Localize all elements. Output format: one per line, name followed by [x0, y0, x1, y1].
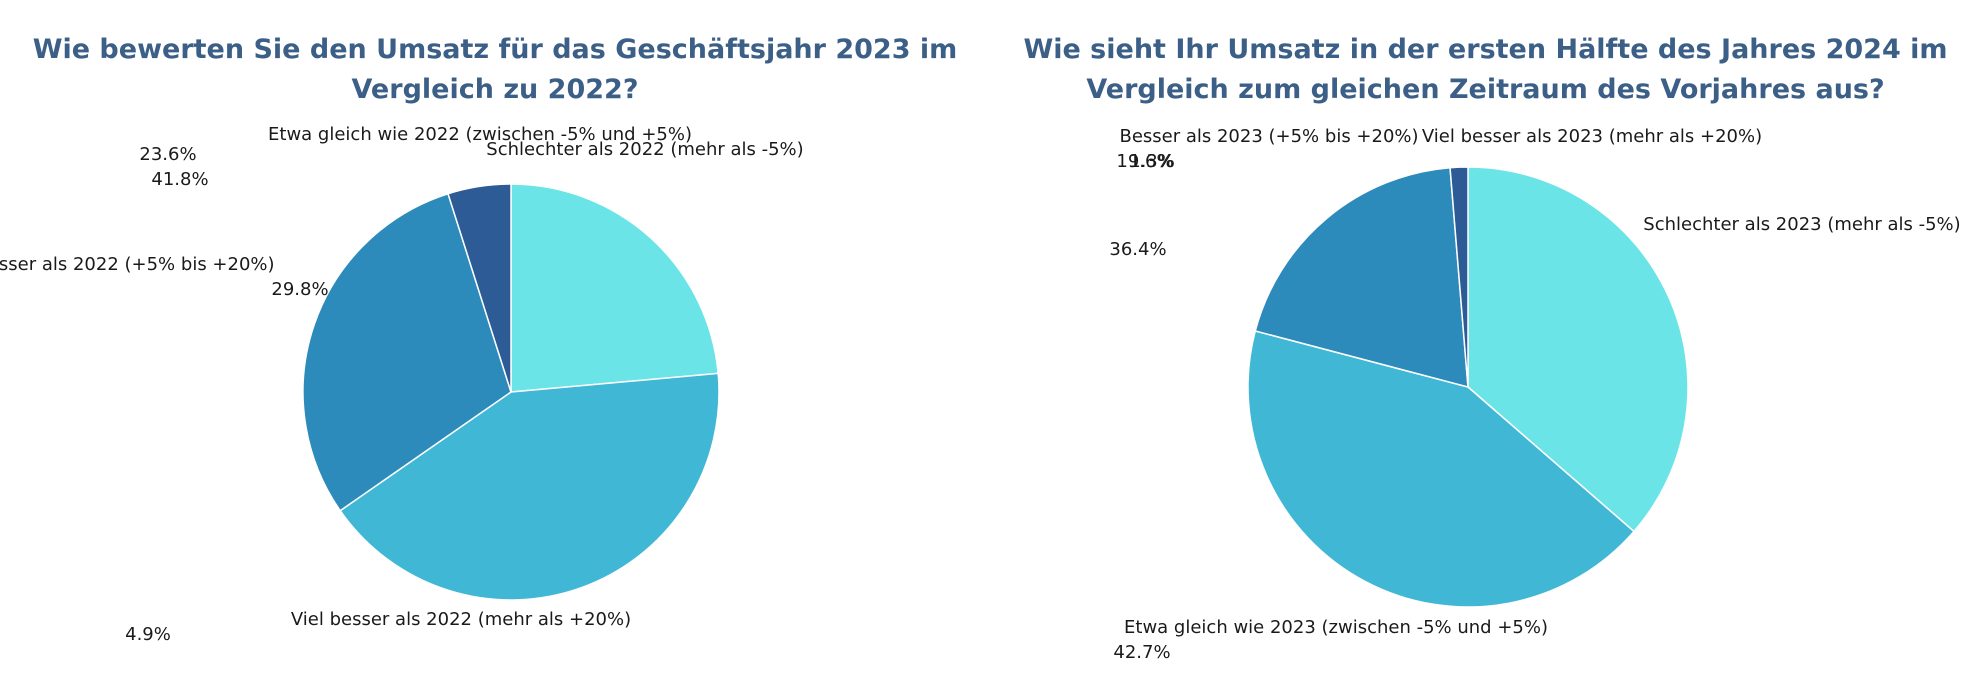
chart-title-line-2: Vergleich zum gleichen Zeitraum des Vorj…: [1086, 74, 1885, 105]
slice-value-label: 1.3%: [1129, 151, 1175, 172]
slice-label: Viel besser als 2023 (mehr als +20%): [1422, 126, 1762, 147]
pie-slice: [1467, 166, 1689, 533]
slice-value-label: 42.7%: [1113, 642, 1170, 663]
pie-chart-2024: Wie sieht Ihr Umsatz in der ersten Hälft…: [990, 0, 1981, 677]
slice-value-label: 23.6%: [139, 144, 196, 165]
slice-value-label: 36.4%: [1109, 239, 1166, 260]
chart-title-line-1: Wie sieht Ihr Umsatz in der ersten Hälft…: [1023, 34, 1948, 65]
slice-label: Schlechter als 2023 (mehr als -5%): [1643, 214, 1960, 235]
slice-label: Etwa gleich wie 2022 (zwischen -5% und +…: [268, 124, 692, 145]
pie-slice: [447, 183, 512, 393]
chart-title: Wie sieht Ihr Umsatz in der ersten Hälft…: [990, 30, 1981, 110]
slice-value-label: 29.8%: [271, 279, 328, 300]
slice-value-label: 4.9%: [125, 624, 171, 645]
pie-slice: [1449, 166, 1469, 388]
slice-label: Besser als 2022 (+5% bis +20%): [0, 254, 275, 275]
slice-label: Schlechter als 2022 (mehr als -5%): [486, 139, 803, 160]
slice-label: Besser als 2023 (+5% bis +20%): [1119, 126, 1418, 147]
pie-slice: [302, 192, 512, 512]
slice-label: Etwa gleich wie 2023 (zwischen -5% und +…: [1124, 617, 1548, 638]
pie-svg: Schlechter als 2023 (mehr als -5%) 36.4% E…: [1109, 126, 1960, 663]
chart-title-line-2: Vergleich zu 2022?: [351, 74, 639, 105]
pie-slice: [510, 183, 719, 393]
slice-label: Viel besser als 2022 (mehr als +20%): [291, 609, 631, 630]
pie-slice: [1247, 330, 1635, 608]
pie-chart-2023: Wie bewerten Sie den Umsatz für das Gesc…: [0, 0, 990, 677]
pie-slice: [339, 372, 720, 601]
chart-title-line-1: Wie bewerten Sie den Umsatz für das Gesc…: [32, 34, 958, 65]
pie-svg: Schlechter als 2022 (mehr als -5%) 23.6% E…: [0, 124, 804, 645]
slice-value-label: 41.8%: [151, 169, 208, 190]
pie-slice: [1254, 166, 1469, 388]
chart-title: Wie bewerten Sie den Umsatz für das Gesc…: [0, 30, 990, 110]
slice-value-label: 19.6%: [1116, 151, 1173, 172]
